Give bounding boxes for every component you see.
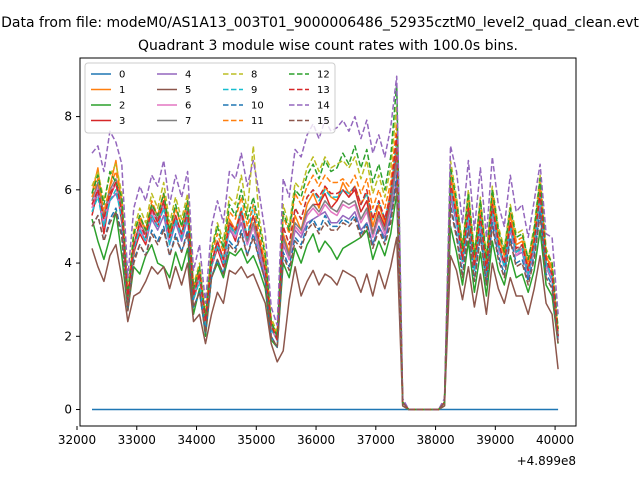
legend-label-7: 7 [185,116,191,127]
legend-label-12: 12 [317,70,330,81]
x-tick-label: 37000 [357,433,395,447]
legend-label-5: 5 [185,85,191,96]
legend-label-11: 11 [251,116,264,127]
y-tick-label: 0 [64,403,72,417]
legend-label-0: 0 [119,70,125,81]
legend-box [84,62,336,134]
x-tick-label: 32000 [58,433,96,447]
legend-label-10: 10 [251,101,264,112]
legend-label-13: 13 [317,85,330,96]
series-line-2 [91,192,559,411]
chart-title: Quadrant 3 module wise count rates with … [138,38,518,54]
x-tick-label: 33000 [118,433,156,447]
y-tick-label: 4 [64,256,72,270]
x-tick-label: 34000 [177,433,215,447]
legend-label-6: 6 [185,101,191,112]
chart-suptitle: Data from file: modeM0/AS1A13_003T01_900… [1,15,639,31]
x-tick-label: 39000 [476,433,514,447]
legend-label-8: 8 [251,70,257,81]
series-line-9 [91,137,559,411]
legend-label-15: 15 [317,116,330,127]
series-line-12 [91,82,559,411]
x-axis: 32000 33000 34000 35000 36000 37000 38000 39000… [58,426,574,447]
x-offset-label: +4.899e8 [517,454,576,468]
y-tick-label: 8 [64,110,72,124]
y-tick-label: 2 [64,329,72,343]
series-line-10 [91,174,559,411]
legend-label-2: 2 [119,101,125,112]
plot-frame [79,57,577,427]
x-tick-label: 38000 [416,433,454,447]
series-line-15 [91,181,559,411]
series-line-13 [91,134,559,411]
series-line-5 [91,236,559,411]
x-tick-label: 40000 [536,433,574,447]
legend-label-14: 14 [317,101,330,112]
legend-label-9: 9 [251,85,257,96]
y-tick-label: 6 [64,183,72,197]
legend-label-4: 4 [185,70,191,81]
legend-label-1: 1 [119,85,125,96]
y-axis: 0 2 4 6 8 [64,110,80,417]
legend-label-3: 3 [119,116,125,127]
series-line-8 [91,104,559,411]
series-layer [91,75,559,411]
x-tick-label: 36000 [297,433,335,447]
x-tick-label: 35000 [237,433,275,447]
